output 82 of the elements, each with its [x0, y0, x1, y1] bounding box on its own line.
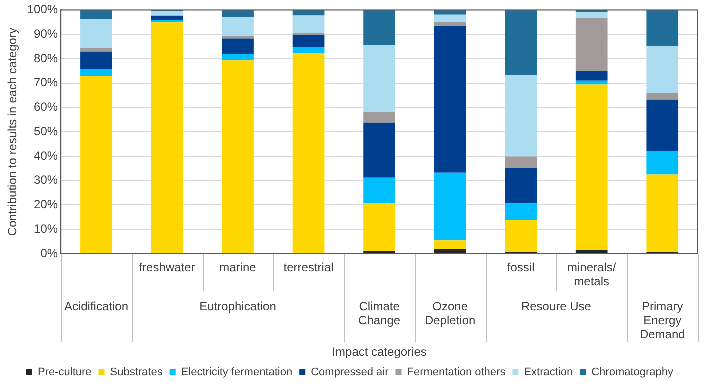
- bar: [292, 35, 325, 48]
- y-tick-label: 40%: [34, 148, 58, 163]
- bar: [576, 12, 608, 18]
- bar: [151, 16, 184, 20]
- bar: [151, 11, 184, 16]
- y-tick-label: 80%: [34, 51, 58, 66]
- bar: [646, 151, 679, 175]
- x-tick-label: Ozone Depletion: [424, 299, 476, 328]
- bar: [505, 156, 538, 168]
- bar: [364, 122, 396, 178]
- x-tick-label: terrestrial: [284, 260, 334, 274]
- bar: [646, 174, 679, 252]
- bar: [80, 52, 112, 69]
- bar: [434, 26, 466, 173]
- bar: [576, 71, 608, 81]
- bar: [80, 10, 112, 19]
- y-tick-label: 20%: [34, 198, 58, 212]
- bar: [292, 10, 325, 16]
- y-axis-title: Contribution to results in each category: [6, 28, 20, 236]
- x-tick-label: Primary Energy Demand: [640, 299, 686, 342]
- bar: [505, 168, 538, 204]
- bar: [292, 48, 325, 54]
- bar: [576, 84, 608, 250]
- bar: [364, 178, 396, 204]
- bar: [434, 10, 466, 15]
- bar: [222, 10, 254, 18]
- bar: [434, 249, 466, 254]
- bar: [576, 250, 608, 254]
- text: Eutrophication: [200, 299, 276, 314]
- bar: [222, 38, 254, 54]
- bar: [646, 10, 679, 47]
- y-tick-label: 50%: [34, 124, 58, 138]
- x-axis-title: Impact categories: [332, 345, 427, 360]
- bar: [364, 204, 396, 252]
- legend-label: Pre-culture: [38, 366, 92, 379]
- bar: [292, 16, 325, 34]
- y-tick-label: 60%: [34, 100, 58, 114]
- legend-label: Chromatography: [592, 366, 674, 379]
- x-tick-label: freshwater: [139, 260, 196, 274]
- y-tick-label: 90%: [34, 26, 58, 41]
- y-tick-label: 70%: [34, 76, 58, 90]
- legend-label: Compressed air: [311, 366, 390, 379]
- y-tick-label: 0%: [40, 246, 58, 260]
- y-tick-label: 100%: [27, 2, 58, 17]
- bar: [292, 53, 325, 254]
- text: Resoure Use: [521, 299, 592, 314]
- bar: [434, 240, 466, 250]
- x-tick-label: marine: [220, 260, 257, 274]
- y-tick-label: 10%: [34, 222, 58, 236]
- x-tick-label: Climate Change: [358, 299, 401, 328]
- bar: [222, 54, 254, 61]
- legend-label: Fermentation others: [407, 366, 506, 379]
- bar: [505, 204, 538, 220]
- bar: [434, 172, 466, 241]
- bar: [364, 46, 396, 112]
- bar: [576, 18, 608, 72]
- bar: [505, 75, 538, 157]
- x-tick-label: Acidification: [64, 299, 128, 314]
- bar: [222, 17, 254, 37]
- bar: [505, 10, 538, 76]
- bar: [576, 80, 608, 85]
- bar: [434, 22, 466, 26]
- bar: [80, 68, 112, 77]
- bar: [151, 20, 184, 23]
- bar: [222, 60, 254, 254]
- bar: [364, 112, 396, 123]
- bar: [364, 10, 396, 46]
- legend-label: Electricity fermentation: [181, 366, 293, 379]
- legend-label: Extraction: [524, 366, 574, 379]
- bar: [505, 220, 538, 252]
- bar: [80, 18, 112, 48]
- bar: [646, 46, 679, 94]
- bar: [434, 14, 466, 22]
- bar: [646, 93, 679, 100]
- y-tick-label: 30%: [34, 173, 58, 188]
- x-tick-label: fossil: [507, 260, 535, 274]
- bar: [151, 22, 184, 254]
- legend-label: Substrates: [110, 366, 164, 379]
- bar: [80, 76, 112, 254]
- bar: [80, 48, 112, 52]
- bar: [646, 100, 679, 152]
- x-tick-label: minerals/metals: [568, 260, 617, 288]
